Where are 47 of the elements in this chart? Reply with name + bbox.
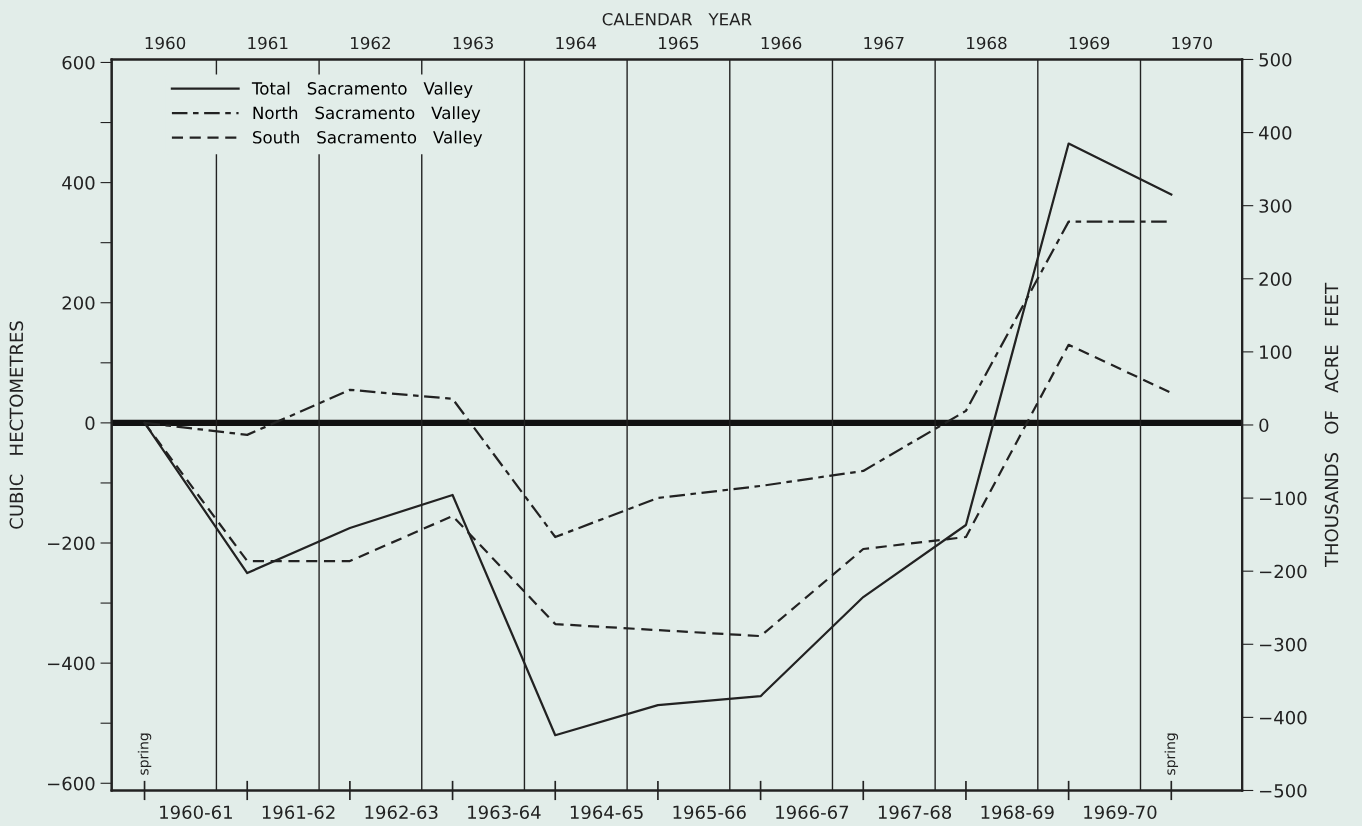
legend-label: South Sacramento Valley [253,130,483,147]
annotation: spring [1164,733,1179,775]
annotation: spring [137,733,152,775]
y2-tick-label: −400 [1260,710,1307,725]
text: 1964-65 [570,805,643,820]
y-tick-label: −600 [48,776,95,791]
text: 1969-70 [1084,805,1157,820]
y-tick-label: 600 [62,55,95,70]
x-tick-label: 1968 [967,36,1007,50]
y-tick-label: −200 [48,536,95,551]
y-tick-label: −400 [48,656,95,671]
y2-tick-label: 200 [1259,272,1292,286]
y2-tick-label: −500 [1260,783,1307,798]
text: 1961-62 [262,805,335,820]
text: 1967-68 [878,805,952,820]
y2-tick-label: 0 [1259,418,1269,433]
x-tick-label: 1960 [145,36,186,50]
y2-tick-label: 500 [1259,52,1292,67]
text: 1965-66 [673,805,746,820]
text: 1966-67 [776,805,849,820]
x-tick-label: 1969 [1069,36,1110,50]
y-axis-title: CUBIC HECTOMETRES [9,321,24,529]
y2-tick-label: 400 [1259,126,1292,140]
x-tick-label: 1967 [864,36,904,50]
x-tick-label: 1970 [1172,36,1212,50]
x-tick-label: 1966 [761,36,802,50]
x-tick-label: 1961 [248,36,288,50]
x-tick-label: 1965 [659,36,699,50]
legend-label: Total Sacramento Valley [251,81,473,98]
y-tick-label: 200 [62,296,95,310]
x-tick-label: 1962 [351,36,390,50]
x-axis-title: CALENDAR YEAR [602,12,752,26]
text: 1963-64 [468,805,541,820]
legend-label: North Sacramento Valley [253,106,481,123]
y2-tick-label: 100 [1260,345,1292,359]
text: 1960-61 [160,805,232,820]
text: 1968-69 [981,805,1054,820]
x-tick-label: 1963 [453,36,493,50]
y-tick-label: 0 [85,416,95,430]
x-tick-label: 1964 [556,36,597,50]
y2-axis-title: THOUSANDS OF ACRE FEET [1324,282,1339,568]
y2-tick-label: −100 [1260,491,1307,506]
y2-tick-label: −300 [1260,637,1307,652]
y2-tick-label: 300 [1259,199,1292,213]
y2-tick-label: −200 [1260,564,1307,579]
y-tick-label: 400 [62,176,95,190]
text: 1962-63 [365,805,438,820]
